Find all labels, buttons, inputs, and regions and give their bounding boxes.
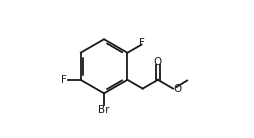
Text: O: O <box>154 57 162 67</box>
Text: F: F <box>61 75 67 85</box>
Text: Br: Br <box>98 105 110 115</box>
Text: F: F <box>139 38 145 48</box>
Text: O: O <box>174 84 182 94</box>
